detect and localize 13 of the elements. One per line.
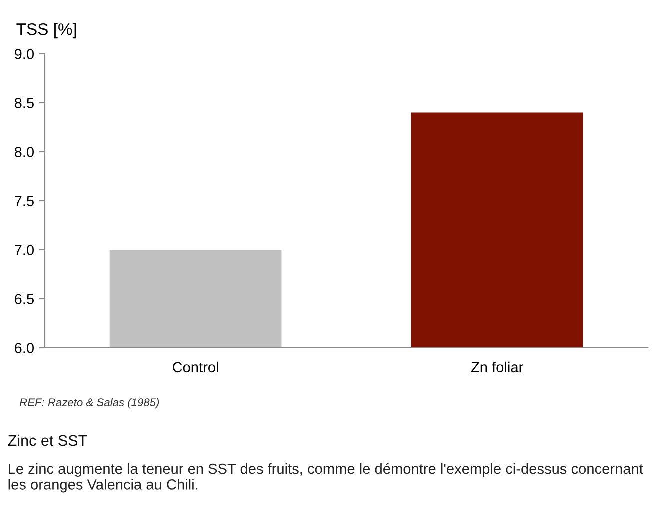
y-tick-label: 7.0 [15,245,34,256]
y-tick-label: 6.0 [15,343,34,354]
y-axis-title: TSS [%] [16,23,76,39]
text: REF: Razeto & Salas (1985) [20,398,160,409]
y-tick-label: 8.0 [14,147,34,158]
x-tick-label: Control [173,362,218,373]
text: Zinc et SST [8,434,88,446]
x-tick-label: Zn foliar [471,362,524,373]
y-tick-label: 6.5 [15,294,34,304]
y-tick-label: 9.0 [14,49,34,60]
text: Le zinc augmente la teneur en SST des fruits, comme le démontre l'exemple ci-dessus concernant les oranges Valencia au Chili. [8,463,644,493]
y-tick-label: 7.5 [15,196,34,206]
y-tick-label: 8.5 [14,98,34,108]
